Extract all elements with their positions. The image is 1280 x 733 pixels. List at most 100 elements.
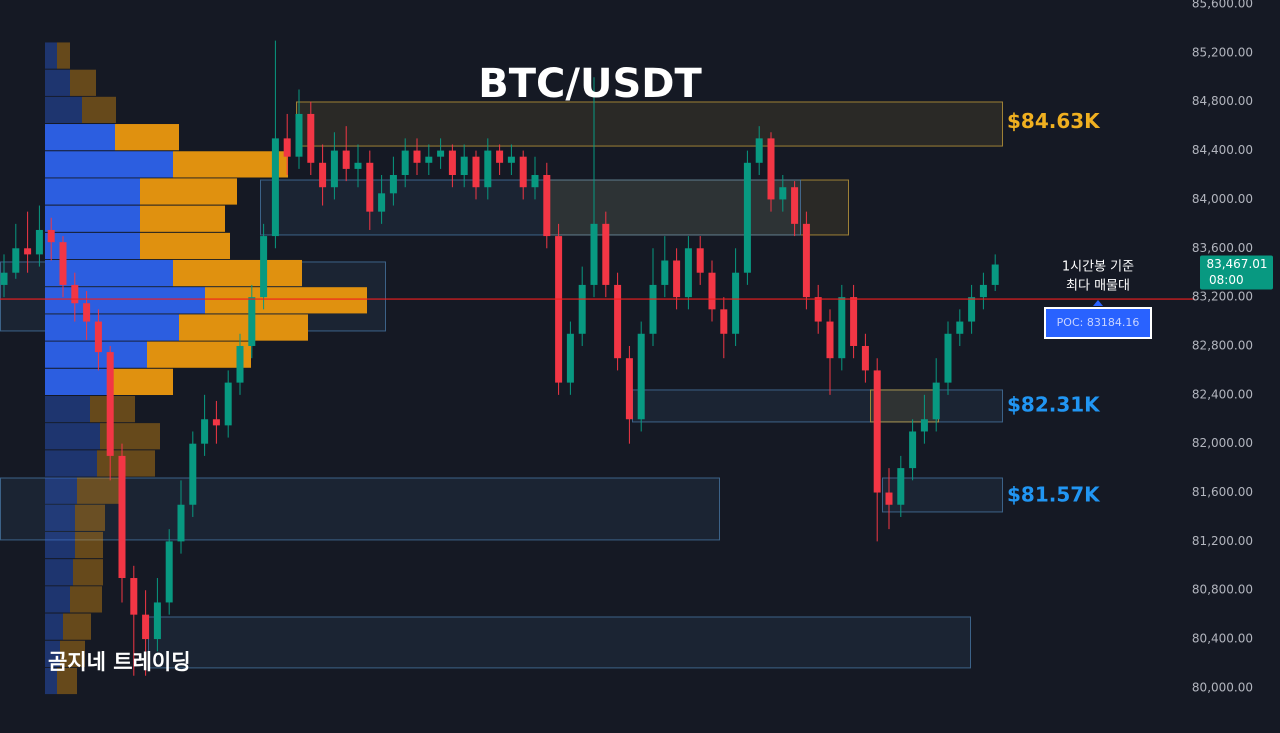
candle-body xyxy=(814,297,822,322)
profile-sell xyxy=(60,640,85,667)
annotation-line: 최다 매물대 xyxy=(1066,279,1130,294)
candle-body xyxy=(484,150,492,188)
profile-buy xyxy=(45,69,70,96)
annotation-line: 1시간봉 기준 xyxy=(1062,260,1134,275)
candle-body xyxy=(319,162,327,188)
candle-body xyxy=(578,284,586,334)
profile-buy xyxy=(45,314,179,341)
profile-sell xyxy=(147,341,251,368)
candle-body xyxy=(401,150,409,176)
candle-body xyxy=(708,272,716,310)
countdown: 08:00 xyxy=(1209,273,1244,287)
profile-sell xyxy=(57,667,77,695)
candle-body xyxy=(944,333,952,383)
zone-label: $81.57K xyxy=(1007,483,1101,507)
profile-sell xyxy=(140,232,230,260)
poc-box xyxy=(1044,307,1152,339)
profile-buy xyxy=(45,477,77,504)
candle-body xyxy=(354,162,362,169)
candle-body xyxy=(897,468,905,505)
candle-body xyxy=(637,333,645,420)
candle-body xyxy=(47,229,55,243)
candle-body xyxy=(212,419,220,426)
profile-buy xyxy=(45,287,205,314)
candle-body xyxy=(448,150,456,176)
profile-buy xyxy=(45,640,60,667)
profile-buy xyxy=(45,396,90,423)
y-tick-label: 80,400.00 xyxy=(1192,632,1253,646)
last-price-box xyxy=(1200,255,1273,290)
profile-sell xyxy=(115,124,179,151)
candle-body xyxy=(24,248,32,255)
candle-body xyxy=(177,504,185,542)
candle-body xyxy=(661,260,669,285)
candle-body xyxy=(909,431,917,469)
candle-body xyxy=(236,345,244,383)
zone xyxy=(632,389,1003,423)
candle-body xyxy=(732,272,740,334)
profile-buy xyxy=(45,531,75,559)
y-tick-label: 81,600.00 xyxy=(1192,485,1253,499)
price-axis: 80,000.00 80,400.00 80,800.00 81,200.00 81,6… xyxy=(1192,0,1253,694)
y-tick-label: 82,000.00 xyxy=(1192,436,1253,450)
profile-sell xyxy=(57,42,70,69)
candle-body xyxy=(602,223,610,285)
candle-body xyxy=(330,150,338,188)
profile-sell xyxy=(75,504,105,531)
candle-body xyxy=(271,138,279,237)
zone xyxy=(870,389,939,423)
candle-body xyxy=(71,284,79,304)
y-tick-label: 85,600.00 xyxy=(1192,0,1253,11)
candle-body xyxy=(201,419,209,444)
candle-body xyxy=(861,345,869,371)
profile-sell xyxy=(97,450,155,477)
profile-buy xyxy=(45,586,70,613)
candle-body xyxy=(342,150,350,169)
candle-body xyxy=(248,297,256,346)
candle-body xyxy=(35,229,43,255)
profile-buy xyxy=(45,96,82,124)
candle-body xyxy=(507,156,515,163)
profile-sell xyxy=(173,151,288,178)
candle-body xyxy=(472,156,480,188)
candle-body xyxy=(968,297,976,322)
candle-body xyxy=(260,236,268,298)
candle-body xyxy=(885,492,893,505)
candle-body xyxy=(366,162,374,212)
candle-body xyxy=(165,541,173,603)
profile-buy xyxy=(45,450,97,477)
y-tick-label: 80,800.00 xyxy=(1192,583,1253,597)
candle-body xyxy=(519,156,527,188)
candle-body xyxy=(295,113,303,157)
profile-buy xyxy=(45,205,140,232)
candle-body xyxy=(979,284,987,298)
watermark: 곰지네 트레이딩 xyxy=(48,650,191,674)
y-tick-label: 81,200.00 xyxy=(1192,534,1253,548)
profile-sell xyxy=(205,287,367,314)
candle-body xyxy=(389,175,397,194)
profile-buy xyxy=(45,504,75,531)
candle-body xyxy=(838,297,846,359)
y-tick-label: 82,800.00 xyxy=(1192,338,1253,352)
candle-body xyxy=(720,309,728,334)
y-tick-label: 83,600.00 xyxy=(1192,241,1253,255)
profile-sell xyxy=(77,477,123,504)
candle-body xyxy=(802,223,810,298)
poc-pointer xyxy=(1093,300,1103,306)
profile-buy xyxy=(45,559,73,586)
zone xyxy=(296,101,1003,147)
zone xyxy=(260,179,801,236)
profile-sell xyxy=(140,178,237,205)
candle-body xyxy=(142,614,150,640)
candle-body xyxy=(130,578,138,615)
candle-body xyxy=(743,162,751,273)
candle-body xyxy=(932,382,940,420)
profile-sell xyxy=(82,96,116,124)
candle-body xyxy=(460,156,468,176)
y-tick-label: 84,800.00 xyxy=(1192,94,1253,108)
candle-body xyxy=(12,248,20,273)
profile-sell xyxy=(70,69,96,96)
candle-body xyxy=(684,248,692,298)
candle-body xyxy=(956,321,964,334)
